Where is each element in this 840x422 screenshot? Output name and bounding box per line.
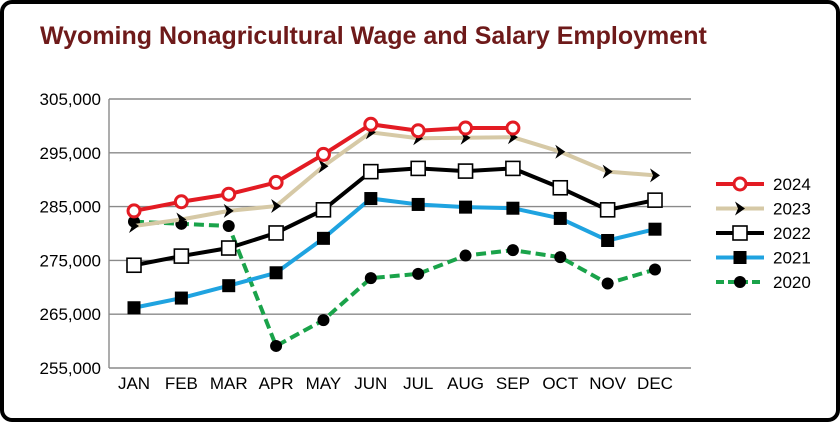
data-point-2024: [505, 120, 521, 136]
data-point-2021: [459, 200, 473, 214]
data-point-2020: [317, 314, 330, 327]
data-point-2021: [648, 222, 662, 236]
legend-label: 2024: [773, 175, 811, 194]
data-point-2022: [410, 160, 426, 177]
data-point-2022: [647, 192, 663, 208]
legend-marker-2024: [732, 176, 748, 192]
y-tick-label: 295,000: [40, 144, 101, 163]
x-tick-label: DEC: [637, 374, 673, 393]
data-point-2020: [412, 267, 425, 280]
data-point-2020: [649, 263, 661, 276]
series-line-2020: [133, 219, 656, 348]
data-point-2020: [270, 339, 283, 352]
data-point-2022: [173, 248, 190, 264]
data-point-2021: [222, 279, 236, 293]
data-point-2023: [271, 199, 282, 214]
series-line-2023: [133, 130, 656, 228]
data-point-2020: [554, 251, 567, 264]
y-tick-label: 265,000: [40, 305, 101, 324]
x-tick-label: JUL: [403, 374, 433, 393]
x-tick-label: AUG: [447, 374, 484, 393]
y-tick-label: 305,000: [40, 90, 101, 109]
legend-marker-2023: [735, 201, 745, 216]
x-tick-label: MAY: [306, 374, 342, 393]
data-point-2023: [650, 168, 660, 183]
data-point-2021: [506, 201, 520, 215]
legend-label: 2023: [773, 200, 811, 219]
data-point-2022: [505, 160, 521, 177]
data-point-2022: [599, 202, 616, 218]
data-point-2022: [268, 225, 284, 241]
data-point-2021: [553, 211, 567, 225]
data-point-2020: [364, 272, 377, 285]
data-point-2022: [315, 202, 332, 218]
x-tick-label: NOV: [589, 374, 627, 393]
x-tick-label: SEP: [496, 374, 530, 393]
legend-marker-2022: [732, 225, 748, 241]
y-tick-label: 275,000: [40, 251, 101, 270]
data-point-2024: [458, 120, 474, 136]
data-point-2024: [315, 146, 331, 162]
data-point-2021: [127, 301, 141, 315]
x-tick-label: FEB: [165, 374, 198, 393]
x-tick-label: OCT: [542, 374, 578, 393]
data-point-2022: [363, 163, 379, 180]
data-point-2024: [410, 123, 426, 139]
legend-marker-2021: [733, 251, 747, 264]
x-tick-label: JUN: [354, 374, 387, 393]
x-tick-label: JAN: [118, 374, 150, 393]
data-point-2023: [223, 203, 234, 218]
data-point-2024: [268, 174, 284, 190]
data-point-2023: [555, 144, 566, 159]
data-point-2024: [221, 186, 237, 202]
series-line-2022: [133, 166, 656, 268]
data-point-2020: [601, 277, 614, 290]
data-point-2020: [506, 244, 519, 257]
data-point-2020: [459, 249, 472, 262]
data-point-2022: [126, 257, 142, 274]
x-tick-label: MAR: [210, 374, 248, 393]
data-point-2021: [316, 231, 330, 245]
series-line-2021: [133, 196, 656, 310]
data-point-2023: [176, 212, 187, 227]
data-point-2024: [173, 194, 189, 210]
data-point-2023: [318, 159, 329, 174]
data-point-2023: [129, 218, 139, 233]
y-tick-label: 285,000: [40, 198, 101, 217]
legend-marker-2020: [734, 276, 746, 288]
data-point-2021: [174, 291, 188, 305]
data-point-2023: [602, 164, 613, 179]
data-point-2020: [222, 219, 235, 232]
legend-label: 2021: [773, 249, 811, 268]
data-point-2021: [411, 197, 425, 211]
data-point-2021: [364, 192, 378, 206]
data-point-2021: [269, 266, 283, 280]
data-point-2024: [363, 116, 379, 132]
legend-label: 2022: [773, 224, 811, 243]
data-point-2022: [552, 179, 569, 196]
data-point-2022: [220, 240, 237, 256]
data-point-2021: [601, 233, 615, 247]
y-tick-label: 255,000: [40, 359, 101, 378]
chart-title: Wyoming Nonagricultural Wage and Salary …: [40, 22, 707, 50]
x-tick-label: APR: [259, 374, 294, 393]
data-point-2022: [457, 163, 474, 179]
data-point-2024: [126, 203, 142, 219]
legend-label: 2020: [773, 273, 811, 292]
